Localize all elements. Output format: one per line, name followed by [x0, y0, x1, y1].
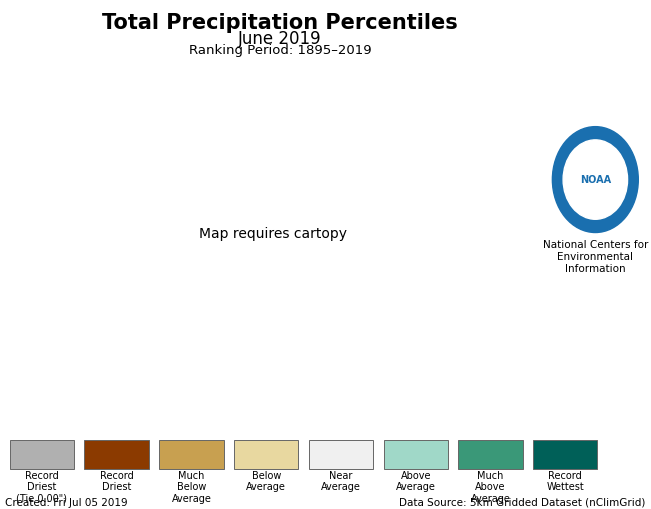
Bar: [458, 440, 523, 469]
Text: Below
Average: Below Average: [246, 471, 286, 492]
Bar: [309, 440, 373, 469]
Bar: [85, 440, 149, 469]
Circle shape: [563, 140, 628, 219]
Text: Much
Below
Average: Much Below Average: [171, 471, 212, 504]
Text: Record
Driest: Record Driest: [100, 471, 133, 492]
Circle shape: [552, 127, 638, 233]
Text: Map requires cartopy: Map requires cartopy: [199, 227, 348, 241]
Bar: [159, 440, 224, 469]
Text: Created: Fri Jul 05 2019: Created: Fri Jul 05 2019: [5, 498, 128, 508]
Text: Total Precipitation Percentiles: Total Precipitation Percentiles: [102, 13, 458, 33]
Text: Record
Driest
(Tie 0.00"): Record Driest (Tie 0.00"): [16, 471, 68, 504]
Text: June 2019: June 2019: [238, 30, 322, 47]
Text: Record
Wettest: Record Wettest: [546, 471, 584, 492]
Text: NOAA: NOAA: [580, 175, 611, 185]
Text: Near
Average: Near Average: [321, 471, 361, 492]
Bar: [10, 440, 74, 469]
Bar: [533, 440, 598, 469]
Text: Data Source: 5km Gridded Dataset (nClimGrid): Data Source: 5km Gridded Dataset (nClimG…: [400, 498, 646, 508]
Text: National Centers for
Environmental
Information: National Centers for Environmental Infor…: [543, 240, 648, 274]
Bar: [234, 440, 298, 469]
Text: Much
Above
Average: Much Above Average: [471, 471, 510, 504]
Bar: [383, 440, 448, 469]
Text: Above
Average: Above Average: [396, 471, 436, 492]
Text: Ranking Period: 1895–2019: Ranking Period: 1895–2019: [189, 44, 371, 58]
